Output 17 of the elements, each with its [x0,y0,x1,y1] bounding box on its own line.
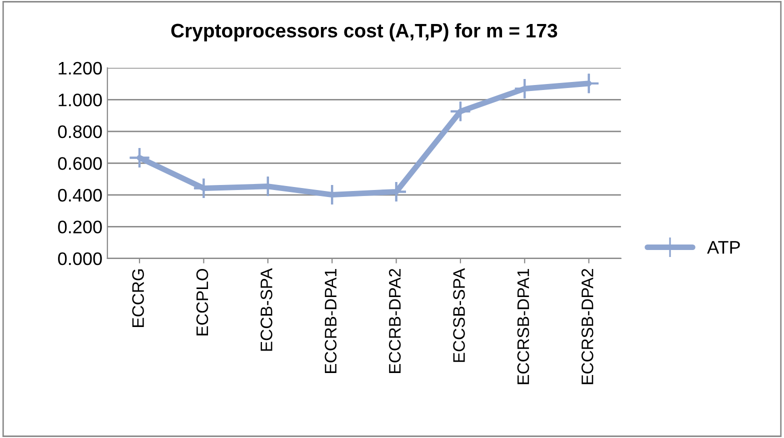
y-tick-label: 0.000 [58,252,102,266]
x-tick-label: ECCRB-DPA1 [324,268,337,373]
x-tick-label: ECCSB-SPA [453,268,465,362]
x-tick-label: ECCPLO [196,268,208,336]
x-tick-label: ECCRSB-DPA1 [517,268,530,384]
legend-label: ATP [707,241,740,254]
x-tick-label: ECCB-SPA [260,268,272,351]
x-tick-label: ECCRG [132,269,144,327]
y-tick-label: 0.200 [58,220,102,234]
y-tick-label: 0.600 [58,157,102,170]
y-tick-label: 1.200 [58,62,102,75]
y-tick-label: 1.000 [58,94,102,106]
x-tick-label: ECCRSB-DPA2 [582,268,594,384]
x-tick-label: ECCRB-DPA2 [388,268,401,373]
y-tick-label: 0.400 [58,188,102,202]
chart-title: Cryptoprocessors cost (A,T,P) for m = 173 [171,23,558,42]
y-tick-label: 0.800 [58,125,102,138]
